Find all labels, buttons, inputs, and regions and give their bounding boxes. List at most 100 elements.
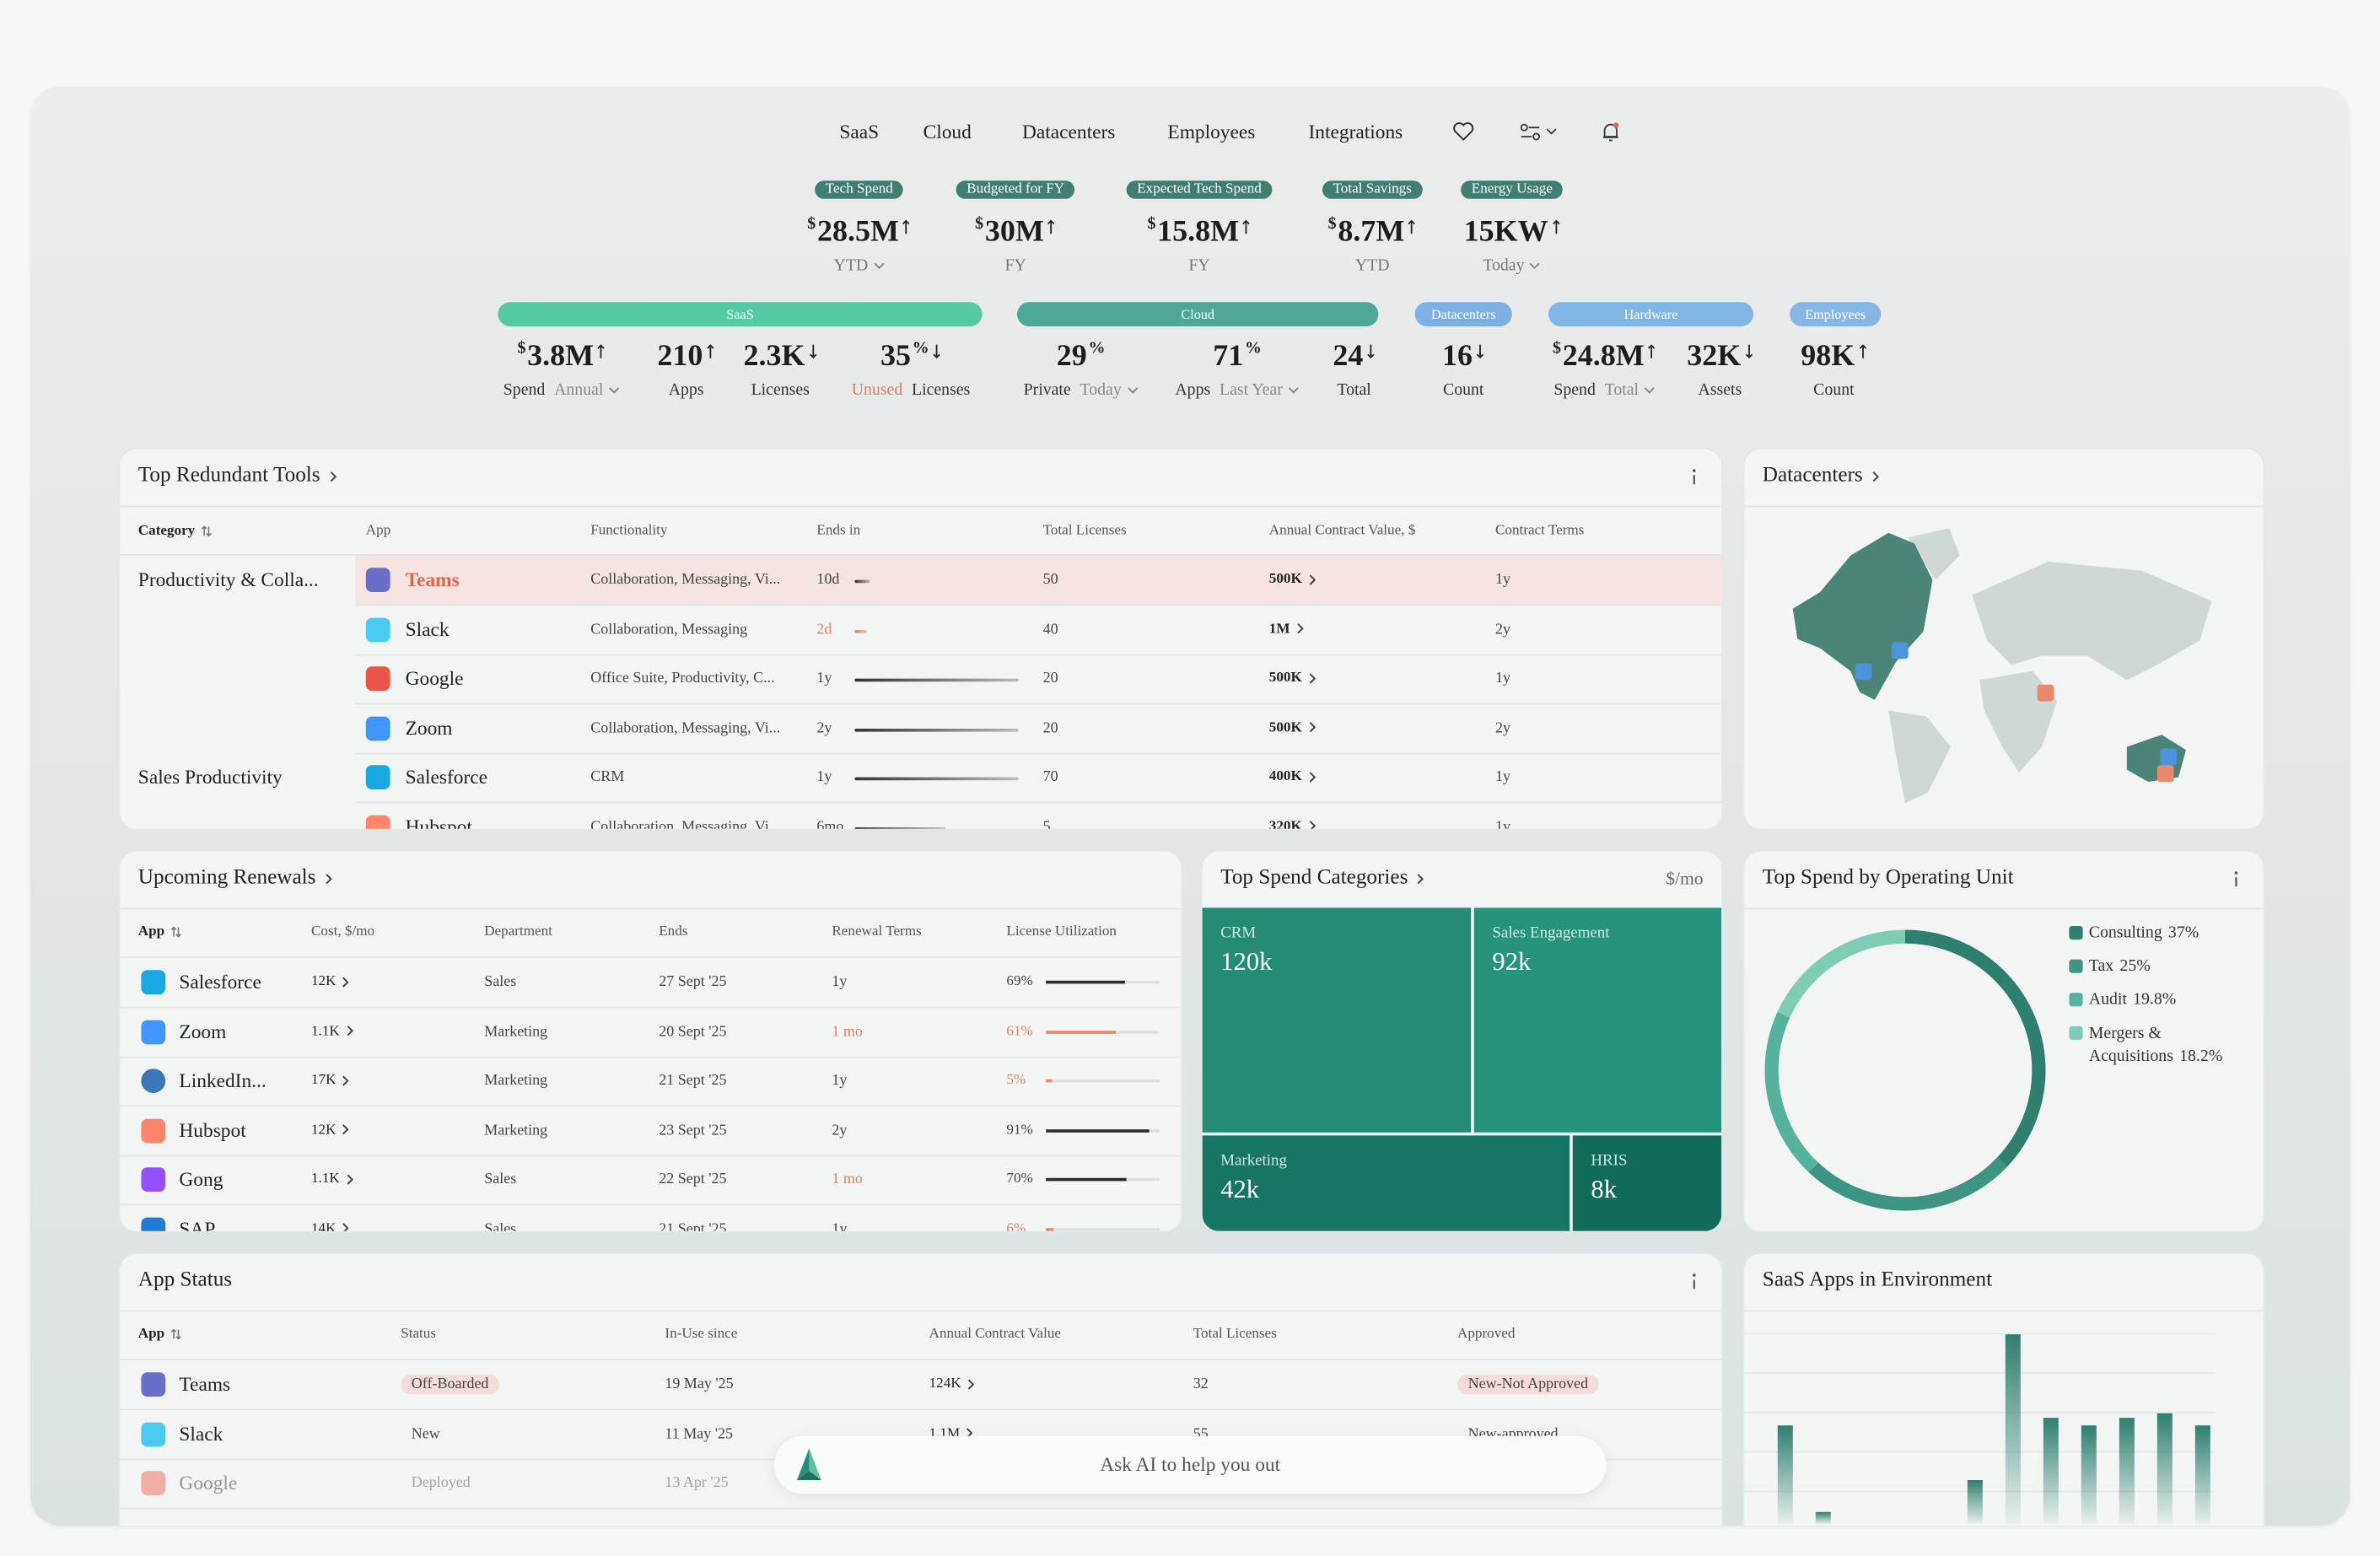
in-use-since: 13 Apr '25 (665, 1474, 729, 1492)
column-header: App (138, 924, 183, 940)
trend-up (1858, 344, 1866, 358)
group-name: Cloud (1181, 306, 1215, 322)
nav-tab[interactable]: Integrations (1308, 120, 1403, 143)
label-part: Today (1080, 381, 1139, 399)
panel-title[interactable]: Top Redundant Tools (138, 465, 338, 489)
label-part: Private (1023, 380, 1071, 400)
row-divider (355, 653, 1722, 655)
cost[interactable]: 1.1K (311, 1172, 355, 1187)
ends-in: 6mo (816, 818, 844, 831)
chevron-icon-part (1872, 471, 1880, 482)
contract-value[interactable]: 124K (929, 1377, 977, 1392)
kpi-number: 210 (657, 339, 703, 373)
contract-terms: 2y (1495, 621, 1510, 638)
trend-up-part (1047, 219, 1056, 234)
app-icon (365, 568, 390, 592)
cost[interactable]: 12K (311, 1123, 351, 1138)
contract-terms: 1y (1495, 768, 1510, 786)
chevron-icon (1872, 471, 1880, 482)
trend-up (1648, 344, 1656, 358)
ends-in: 1y (816, 670, 832, 687)
bar (1777, 1425, 1793, 1525)
ai-logo-part (797, 1471, 821, 1480)
app-icon (141, 1117, 166, 1143)
nav-tab[interactable]: SaaS (839, 120, 880, 143)
contract-value[interactable]: 500K (1269, 671, 1317, 686)
nav-tab[interactable]: Employees (1167, 120, 1256, 143)
trend-down-part (933, 344, 940, 359)
notifications-icon-part (1602, 123, 1618, 142)
utilization-bar (1046, 1227, 1053, 1230)
row-divider (120, 907, 1182, 910)
in-use-since: 19 May '25 (665, 1376, 734, 1393)
kpi-number: 16 (1442, 339, 1473, 373)
renewal-terms: 1 mo (832, 1023, 863, 1040)
utilization-track (1046, 1079, 1160, 1083)
row-divider (120, 554, 1722, 556)
chevron-icon-part (347, 1026, 353, 1036)
contract-value[interactable]: 500K (1269, 573, 1317, 588)
contract-value[interactable]: 1M (1269, 622, 1306, 637)
status: New (411, 1425, 440, 1442)
legend-name: Tax (2088, 956, 2114, 976)
panel-title[interactable]: Top Spend Categories (1220, 867, 1426, 891)
kpi-period[interactable]: Today (1483, 256, 1541, 275)
cost[interactable]: 14K (311, 1221, 351, 1231)
column-header: Status (401, 1327, 437, 1343)
kpi-value: $3.8M (517, 339, 606, 374)
app-name: Salesforce (179, 970, 261, 993)
row-divider (120, 1203, 1182, 1206)
kpi-period[interactable]: YTD (834, 256, 885, 275)
cost[interactable]: 17K (311, 1074, 351, 1089)
row-divider (1744, 907, 2264, 910)
functionality: Collaboration, Messaging, Vi... (590, 571, 781, 589)
nav-tab[interactable]: Cloud (923, 120, 972, 143)
cost[interactable]: 1.1K (311, 1024, 355, 1039)
panel-title[interactable]: Datacenters (1763, 465, 1882, 489)
contract-value[interactable]: 400K (1269, 770, 1317, 785)
row-divider (120, 1154, 1182, 1156)
kpi-number: 98K (1801, 339, 1855, 373)
ask-ai-bar[interactable]: Ask AI to help you out (774, 1435, 1607, 1494)
contract-terms: 1y (1495, 571, 1510, 589)
ai-logo-part (797, 1448, 810, 1480)
ai-placeholder[interactable]: Ask AI to help you out (1100, 1452, 1281, 1476)
app-name: Google (405, 666, 464, 690)
renewal-terms: 2y (832, 1122, 848, 1139)
ends-in: 2d (816, 621, 832, 638)
panel-title[interactable]: Upcoming Renewals (138, 867, 334, 891)
tile-value: 120k (1220, 947, 1273, 977)
chevron-icon-part (330, 471, 337, 482)
donut-segment (1764, 929, 2046, 1211)
trend-up-part (1648, 344, 1656, 358)
filter-icon-part (1520, 123, 1528, 132)
total-licenses: 40 (1042, 621, 1058, 638)
legend-entry: Mergers & Acquisitions 18.2% (2089, 1023, 2256, 1069)
functionality: Collaboration, Messaging, Vi... (590, 719, 781, 736)
cost[interactable]: 12K (311, 975, 351, 990)
kpi-value: 29% (1057, 339, 1106, 374)
dropdown-icon-part (1644, 388, 1655, 395)
chevron-icon (1296, 623, 1304, 634)
column-header: Total Licenses (1042, 524, 1127, 539)
column-header: Renewal Terms (832, 924, 922, 940)
ends: 23 Sept '25 (659, 1122, 727, 1139)
column-header: In-Use since (665, 1327, 738, 1343)
contract-value[interactable]: 320K (1269, 819, 1317, 829)
trend-down (1367, 344, 1375, 359)
trend-up (1552, 219, 1559, 234)
datacenters-panel: Datacenters (1742, 448, 2265, 831)
contract-value[interactable]: 500K (1269, 720, 1317, 735)
kpi-prefix: $ (1147, 214, 1156, 234)
kpi-prefix: $ (807, 214, 816, 234)
trend-down-part (1744, 344, 1753, 359)
nav-tab[interactable]: Datacenters (1021, 120, 1116, 143)
contract-terms: 1y (1495, 670, 1510, 687)
world-map-part (1855, 663, 1872, 681)
ai-logo (797, 1448, 821, 1480)
approved: New-Not Approved (1457, 1374, 1599, 1395)
app-icon (365, 814, 390, 829)
app-name: Gong (179, 1167, 223, 1191)
label-part: Count (1813, 380, 1855, 400)
label-part: Assets (1698, 380, 1742, 400)
